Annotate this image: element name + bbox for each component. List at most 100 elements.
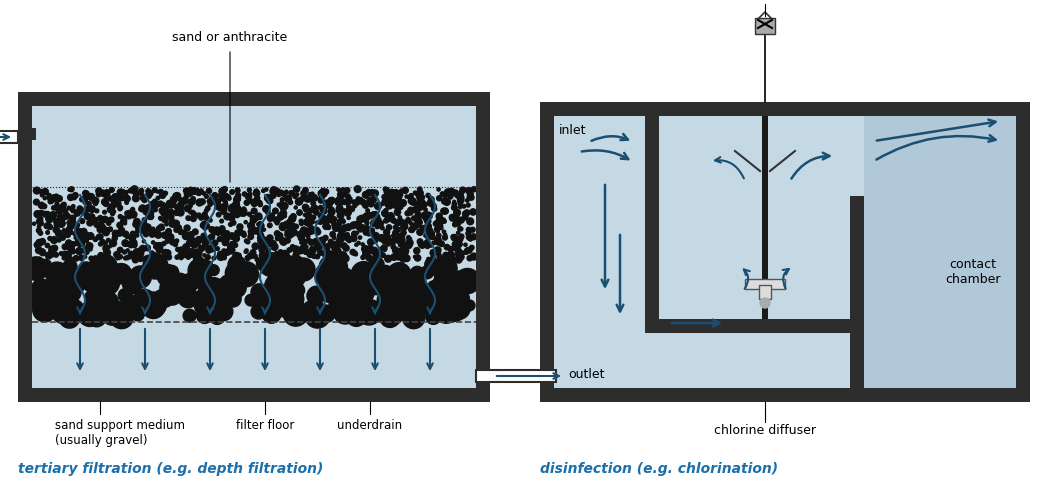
Text: inlet: inlet (559, 124, 587, 137)
Circle shape (403, 223, 407, 228)
Circle shape (232, 202, 237, 206)
Circle shape (178, 206, 183, 210)
Circle shape (200, 199, 205, 205)
Circle shape (265, 240, 270, 246)
Circle shape (256, 223, 259, 226)
Circle shape (201, 261, 214, 273)
Circle shape (306, 194, 314, 201)
Circle shape (396, 255, 400, 259)
Circle shape (460, 270, 473, 284)
Circle shape (197, 307, 213, 323)
Circle shape (131, 242, 138, 247)
Circle shape (124, 222, 126, 225)
Circle shape (90, 195, 94, 199)
Circle shape (140, 265, 152, 277)
Circle shape (419, 190, 423, 195)
Circle shape (208, 289, 228, 308)
Circle shape (452, 200, 455, 203)
Circle shape (124, 241, 129, 246)
Circle shape (383, 218, 389, 223)
Circle shape (427, 199, 435, 206)
Circle shape (268, 248, 271, 251)
Circle shape (422, 212, 426, 216)
Circle shape (437, 213, 442, 219)
Circle shape (68, 242, 74, 248)
Circle shape (471, 186, 476, 192)
Circle shape (432, 294, 443, 305)
Circle shape (188, 232, 194, 238)
Circle shape (430, 249, 436, 254)
Circle shape (430, 235, 436, 240)
Circle shape (167, 266, 178, 277)
Circle shape (380, 226, 384, 230)
Circle shape (69, 223, 73, 228)
Circle shape (279, 224, 287, 231)
Circle shape (455, 256, 462, 263)
Circle shape (449, 309, 461, 321)
Circle shape (208, 265, 219, 276)
Circle shape (251, 208, 257, 214)
Circle shape (232, 242, 235, 245)
Circle shape (187, 251, 191, 256)
Circle shape (467, 255, 472, 261)
Circle shape (341, 243, 347, 248)
Circle shape (313, 238, 320, 245)
Circle shape (271, 257, 276, 262)
Circle shape (184, 191, 191, 197)
Circle shape (328, 204, 331, 208)
Circle shape (138, 249, 142, 253)
Circle shape (60, 282, 81, 302)
Circle shape (52, 248, 56, 252)
Circle shape (426, 237, 430, 241)
Circle shape (332, 245, 339, 252)
Circle shape (152, 230, 157, 234)
Circle shape (264, 208, 267, 212)
Circle shape (441, 290, 462, 310)
Circle shape (431, 241, 436, 245)
Circle shape (405, 242, 412, 248)
Circle shape (386, 203, 391, 208)
Circle shape (205, 206, 210, 211)
Circle shape (451, 205, 456, 210)
Circle shape (414, 273, 425, 285)
Circle shape (190, 238, 196, 244)
Circle shape (55, 219, 63, 226)
Circle shape (94, 222, 99, 227)
Circle shape (68, 225, 73, 230)
Circle shape (182, 244, 190, 250)
Circle shape (68, 194, 74, 200)
Circle shape (174, 210, 179, 215)
Bar (540, 102, 554, 402)
Circle shape (274, 217, 280, 223)
Circle shape (149, 215, 153, 219)
Circle shape (105, 195, 110, 200)
Circle shape (346, 211, 350, 215)
Circle shape (135, 255, 139, 259)
Circle shape (146, 226, 151, 232)
Circle shape (332, 226, 337, 230)
Circle shape (319, 237, 325, 244)
Circle shape (311, 201, 316, 206)
Circle shape (315, 262, 340, 287)
Circle shape (309, 195, 316, 201)
Circle shape (92, 197, 99, 204)
Circle shape (417, 239, 423, 245)
Circle shape (306, 228, 312, 234)
Circle shape (341, 232, 345, 237)
Circle shape (257, 221, 263, 226)
Circle shape (343, 252, 346, 256)
Circle shape (71, 224, 75, 227)
Circle shape (141, 196, 145, 201)
Circle shape (369, 280, 383, 295)
Circle shape (103, 210, 106, 214)
Circle shape (171, 281, 191, 301)
Circle shape (289, 215, 296, 222)
Circle shape (390, 214, 394, 218)
Circle shape (52, 245, 57, 251)
Circle shape (381, 245, 387, 250)
Circle shape (163, 211, 170, 217)
Circle shape (54, 220, 59, 225)
Circle shape (162, 232, 168, 238)
Circle shape (40, 249, 46, 256)
Circle shape (55, 219, 59, 223)
